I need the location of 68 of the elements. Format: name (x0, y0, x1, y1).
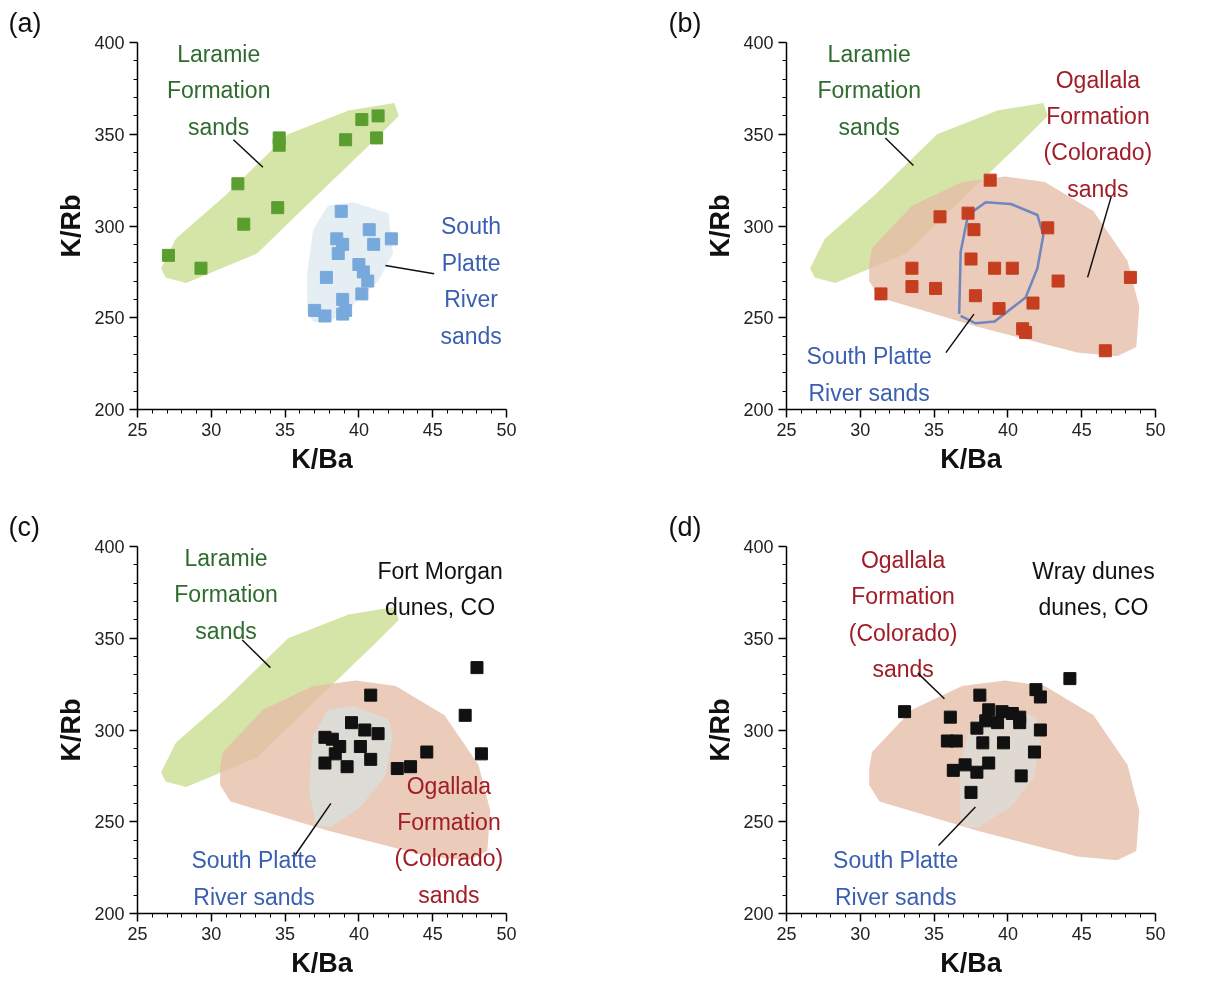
x-axis-title: K/Ba (291, 443, 354, 474)
annotation: South Platte River sands (806, 343, 932, 406)
x-tick-label: 30 (850, 419, 871, 440)
chart-title: (d) (668, 511, 702, 542)
x-tick-label: 50 (496, 419, 517, 440)
x-tick-label: 40 (348, 923, 369, 944)
x-tick-label: 35 (924, 923, 945, 944)
x-axis-title: K/Ba (291, 947, 354, 978)
chart-title: (c) (8, 511, 40, 542)
y-tick-label: 400 (94, 537, 125, 557)
y-tick-label: 350 (743, 124, 774, 145)
annotation: Laramie Formation sands (817, 40, 921, 140)
x-tick-label: 45 (422, 923, 443, 944)
text: Wray dunes dunes, CO (1032, 557, 1155, 620)
text: Fort Morgan dunes, CO (377, 557, 503, 620)
y-tick-label: 400 (743, 33, 774, 53)
x-axis-title: K/Ba (940, 443, 1003, 474)
y-axis-title: K/Rb (705, 194, 736, 258)
y-tick-label: 300 (94, 216, 125, 237)
y-tick-label: 400 (94, 33, 125, 53)
y-tick-label: 300 (743, 720, 774, 741)
x-tick-label: 45 (1071, 419, 1092, 440)
y-axis-title: K/Rb (705, 698, 736, 762)
annotation: Laramie Formation sands (174, 544, 278, 644)
y-tick-label: 350 (94, 628, 125, 649)
y-tick-label: 250 (94, 812, 125, 833)
y-axis-title: K/Rb (56, 194, 87, 258)
annotation: Ogallala Formation (Colorado) sands (1043, 66, 1153, 202)
y-tick-label: 250 (743, 308, 774, 329)
x-tick-label: 50 (1145, 923, 1166, 944)
x-axis-title: K/Ba (940, 947, 1003, 978)
annotation: South Platte River sands (191, 847, 317, 910)
x-tick-label: 35 (275, 419, 296, 440)
y-tick-label: 300 (743, 216, 774, 237)
y-tick-label: 300 (94, 720, 125, 741)
y-tick-label: 350 (94, 124, 125, 145)
y-tick-label: 350 (743, 628, 774, 649)
annotation: South Platte River sands (440, 213, 502, 349)
x-tick-label: 40 (348, 419, 369, 440)
y-tick-label: 200 (94, 400, 125, 420)
x-tick-label: 40 (997, 419, 1018, 440)
x-tick-label: 50 (496, 923, 517, 944)
chart-title: (b) (668, 7, 702, 38)
y-axis-title: K/Rb (56, 698, 87, 762)
y-tick-label: 200 (743, 904, 774, 924)
x-tick-label: 30 (201, 419, 222, 440)
x-tick-label: 45 (1071, 923, 1092, 944)
y-tick-label: 200 (743, 400, 774, 420)
y-tick-label: 250 (743, 812, 774, 833)
y-tick-label: 200 (94, 904, 125, 924)
chart-title: (a) (8, 7, 42, 38)
y-tick-label: 400 (743, 537, 774, 557)
x-tick-label: 25 (127, 923, 148, 944)
y-tick-label: 250 (94, 308, 125, 329)
x-tick-label: 50 (1145, 419, 1166, 440)
x-tick-label: 40 (997, 923, 1018, 944)
x-tick-label: 25 (127, 419, 148, 440)
annotation: Ogallala Formation (Colorado) sands (394, 772, 504, 908)
x-tick-label: 30 (201, 923, 222, 944)
x-tick-label: 35 (275, 923, 296, 944)
annotation: Ogallala Formation (Colorado) sands (848, 546, 958, 682)
annotation: South Platte River sands (833, 847, 959, 910)
x-tick-label: 35 (924, 419, 945, 440)
annotation: Laramie Formation sands (166, 40, 271, 140)
x-tick-label: 25 (776, 923, 797, 944)
x-tick-label: 45 (422, 419, 443, 440)
x-tick-label: 30 (850, 923, 871, 944)
x-tick-label: 25 (776, 419, 797, 440)
